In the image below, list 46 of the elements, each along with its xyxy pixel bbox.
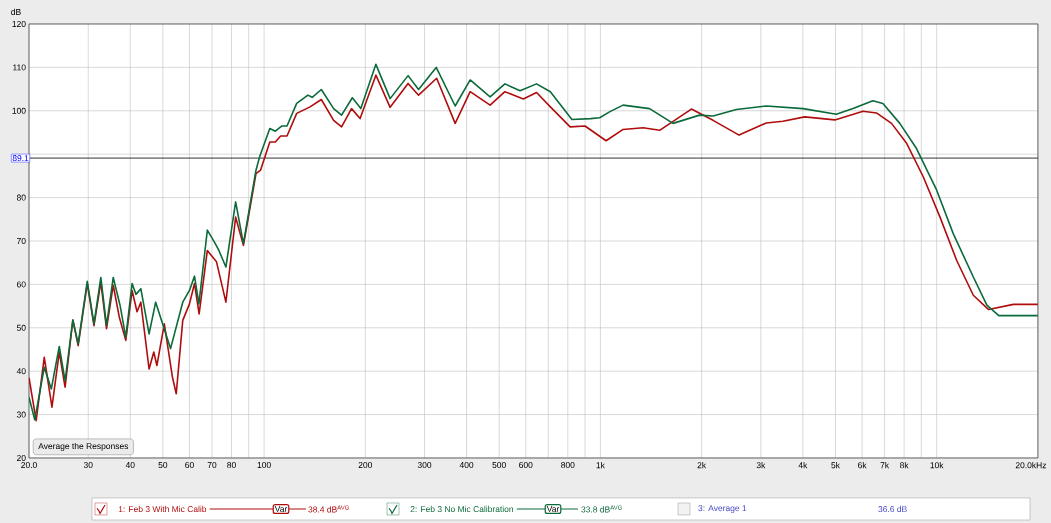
y-tick-label: 20 [17, 454, 26, 461]
x-tick-label: 300 [417, 462, 432, 468]
y-tick-label: 50 [16, 324, 26, 331]
x-tick-label: 2k [697, 462, 707, 469]
text: Var [546, 506, 560, 512]
legend-label: 2: Feb 3 No Mic Calibration [410, 505, 514, 513]
x-tick-label: 1k [596, 462, 605, 469]
text: 33.8 dB$^{AVG}$ [581, 505, 622, 513]
x-tick-label: 200 [358, 462, 373, 468]
y-axis-title: dB [11, 8, 21, 15]
x-axis-title: Hz [1036, 462, 1047, 469]
text: 36.6 dB [878, 505, 907, 513]
x-tick-label: 10k [930, 462, 944, 469]
y-tick-label: 40 [16, 368, 26, 375]
text: Var [274, 506, 288, 512]
x-tick-label: 70 [207, 462, 217, 468]
y-tick-label: 120 [12, 20, 26, 27]
text: 3: Average 1 [698, 505, 747, 513]
ref-line-label: 89.1 [12, 155, 29, 162]
x-tick-label: 500 [492, 462, 506, 468]
y-tick-label: 30 [16, 411, 26, 418]
x-tick-label: 800 [561, 462, 575, 468]
x-tick-label: 60 [185, 462, 194, 468]
x-tick-label: 8k [900, 462, 909, 469]
annotation: Average the Responses [38, 442, 129, 451]
text: 38.4 dB$^{AVG}$ [308, 505, 349, 513]
y-tick-label: 100 [12, 107, 26, 114]
x-tick-label: 400 [459, 462, 474, 468]
y-tick-label: 110 [13, 64, 26, 71]
x-tick-label: 600 [519, 462, 533, 468]
y-tick-label: 70 [17, 237, 26, 244]
x-tick-label: 100 [257, 462, 271, 468]
x-tick-label: 7k [880, 462, 890, 469]
x-tick-label: 4k [798, 462, 808, 469]
x-tick-label: 30 [83, 462, 93, 468]
x-tick-label: 5k [831, 462, 840, 469]
y-tick-label: 80 [16, 194, 26, 201]
y-tick-label: 60 [17, 281, 26, 288]
x-tick-label: 6k [858, 462, 867, 469]
x-tick-label: 80 [227, 462, 236, 468]
x-tick-label: 20.0 [21, 462, 37, 468]
x-tick-label: 50 [158, 462, 168, 468]
x-tick-label: 20.0k [1015, 462, 1037, 469]
x-tick-label: 3k [756, 462, 766, 469]
x-tick-label: 40 [125, 462, 135, 468]
legend-label: 1: Feb 3 With Mic Calib [118, 505, 207, 513]
